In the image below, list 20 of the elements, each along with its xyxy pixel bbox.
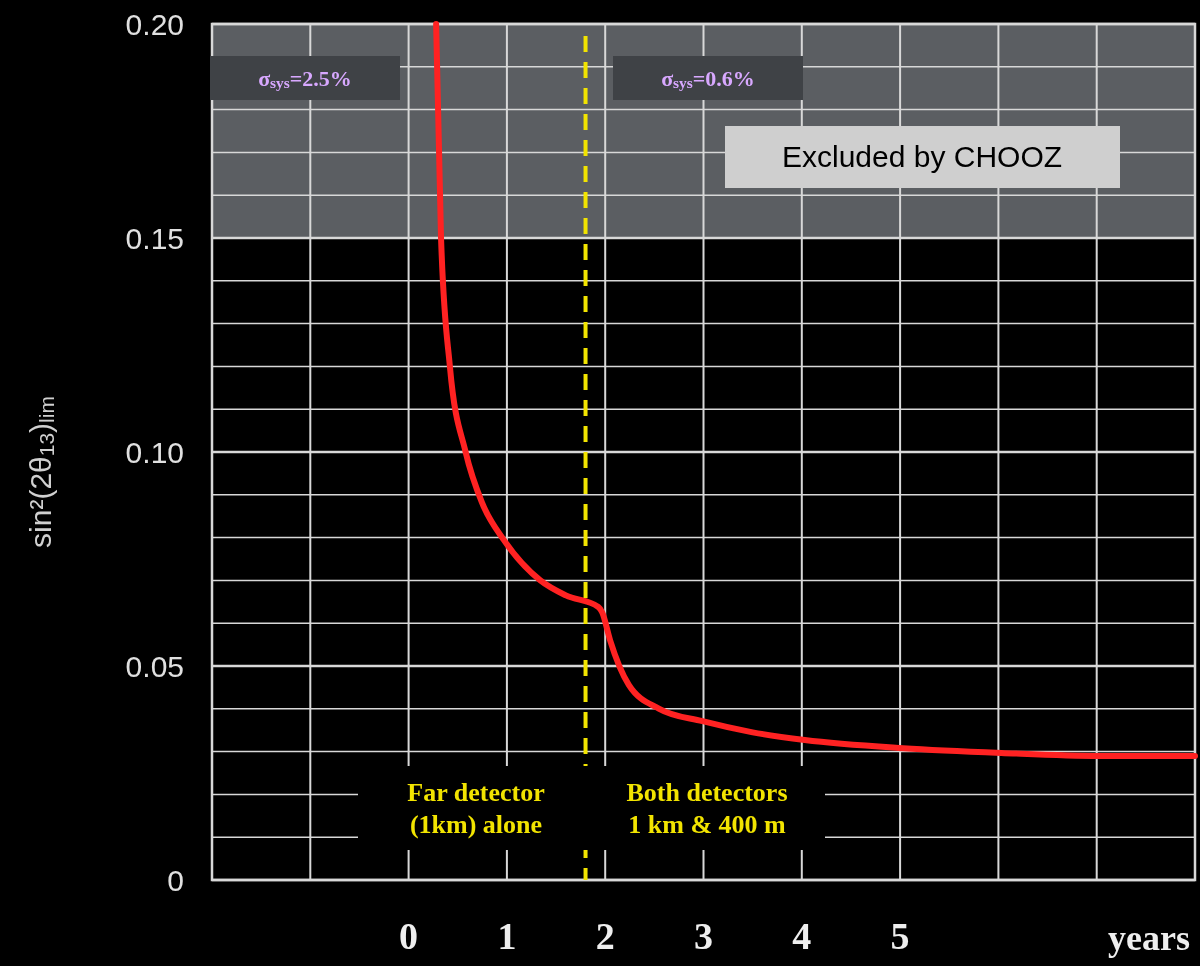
y-tick-label: 0.20 — [125, 7, 184, 41]
band-label: Excluded by CHOOZ — [781, 140, 1063, 173]
x-tick-label: 5 — [890, 915, 910, 957]
x-tick-label: 0 — [399, 915, 419, 957]
x-tick-label: 3 — [694, 915, 713, 957]
y-tick-label: 0.15 — [125, 221, 184, 255]
x-tick-label: 2 — [595, 915, 615, 957]
x-tick-label: 4 — [792, 915, 812, 957]
annotation: σ$_{sys}$=2.5% — [258, 65, 352, 91]
y-tick-label: 0 — [167, 863, 184, 897]
label-box: σ$_{sys}$=0.6% — [613, 56, 803, 100]
annotation: σ$_{sys}$=0.6% — [661, 65, 755, 91]
annotation: Both detectors 1 km & 400 m — [626, 777, 788, 839]
label-box: Excluded by CHOOZ — [725, 126, 1120, 188]
x-axis-title: years — [1108, 918, 1190, 958]
label-box: σ$_{sys}$=2.5% — [210, 56, 400, 100]
annotation: Far detector (1km) alone — [407, 777, 545, 839]
x-tick-label: 1 — [497, 915, 517, 957]
y-tick-label: 0.10 — [125, 435, 184, 469]
y-tick-label: 0.05 — [125, 649, 184, 683]
